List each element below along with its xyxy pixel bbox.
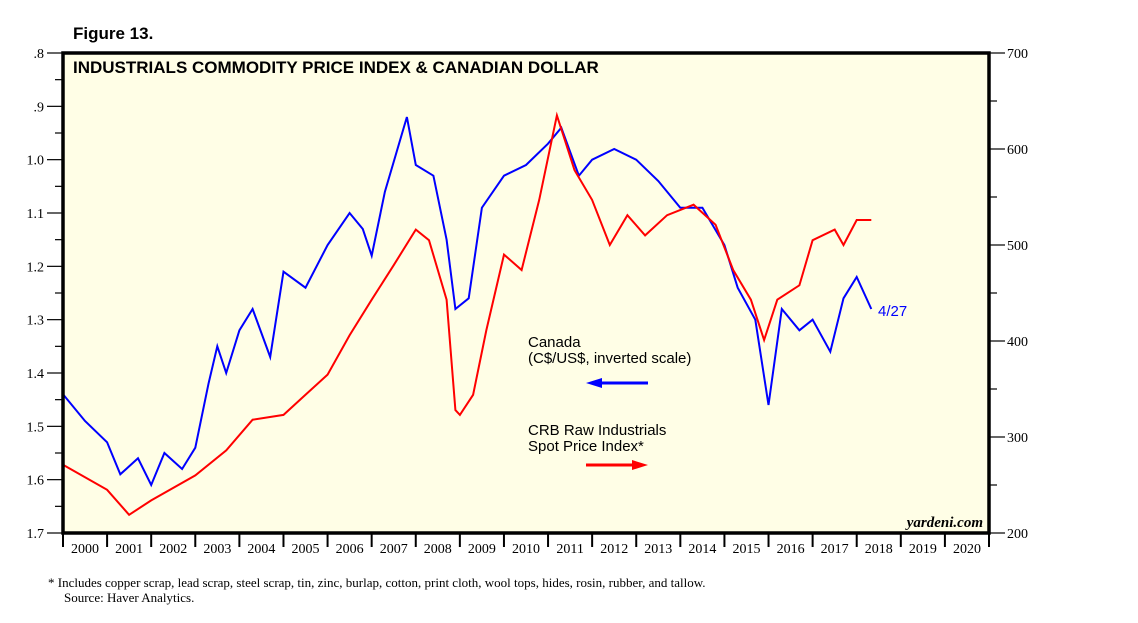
left-tick-label: 1.3: [27, 314, 45, 329]
legend-canada-sublabel: (C$/US$, inverted scale): [528, 350, 691, 367]
right-tick-label: 200: [1007, 527, 1028, 542]
x-tick-label: 2015: [732, 542, 760, 557]
legend-crb: CRB Raw Industrials Spot Price Index*: [528, 422, 666, 470]
plot-frame: [61, 51, 991, 535]
source-note: Source: Haver Analytics.: [64, 590, 194, 605]
left-tick-label: 1.0: [27, 154, 45, 169]
legend-crb-sublabel: Spot Price Index*: [528, 438, 644, 455]
end-date-label: 4/27: [878, 303, 907, 320]
x-tick-label: 2013: [644, 542, 672, 557]
right-tick-label: 600: [1007, 143, 1028, 158]
x-tick-label: 2010: [512, 542, 540, 557]
figure-label: Figure 13.: [73, 24, 153, 43]
legend-crb-label: CRB Raw Industrials: [528, 422, 666, 439]
left-tick-label: .9: [34, 100, 45, 115]
left-tick-label: 1.7: [27, 527, 45, 542]
x-tick-label: 2009: [468, 542, 496, 557]
right-axis: 200 300 400 500 600 700: [989, 47, 1028, 542]
x-tick-label: 2005: [292, 542, 320, 557]
series-line-canada: [62, 116, 873, 488]
right-tick-label: 300: [1007, 431, 1028, 446]
x-tick-label: 2003: [203, 542, 231, 557]
right-tick-label: 400: [1007, 335, 1028, 350]
x-tick-label: 2016: [777, 542, 805, 557]
footnote: * Includes copper scrap, lead scrap, ste…: [48, 575, 705, 590]
chart-title: INDUSTRIALS COMMODITY PRICE INDEX & CANA…: [73, 58, 599, 77]
arrow-left-icon: [586, 378, 648, 388]
x-tick-label: 2002: [159, 542, 187, 557]
brand-watermark: yardeni.com: [905, 515, 983, 531]
x-tick-label: 2020: [953, 542, 981, 557]
x-tick-label: 2012: [600, 542, 628, 557]
x-tick-label: 2008: [424, 542, 452, 557]
x-tick-label: 2007: [380, 542, 408, 557]
series-line-crb: [62, 111, 872, 517]
right-tick-label: 500: [1007, 239, 1028, 254]
x-tick-label: 2004: [247, 542, 275, 557]
x-tick-label: 2018: [865, 542, 893, 557]
x-tick-label: 2011: [556, 542, 583, 557]
plot-area: [63, 53, 989, 533]
x-tick-label: 2019: [909, 542, 937, 557]
left-tick-label: 1.1: [27, 207, 45, 222]
x-tick-label: 2014: [688, 542, 716, 557]
legend-canada-label: Canada: [528, 334, 581, 351]
left-tick-label: 1.6: [27, 474, 45, 489]
left-tick-label: 1.2: [27, 260, 45, 275]
legend-canada: Canada (C$/US$, inverted scale): [528, 334, 691, 388]
right-tick-label: 700: [1007, 47, 1028, 62]
left-tick-label: 1.5: [27, 420, 45, 435]
x-tick-label: 2006: [336, 542, 364, 557]
left-axis: .8 .9 1.0 1.1 1.2 1.3 1.4 1.5 1.6 1.7: [27, 47, 63, 542]
x-tick-label: 2017: [821, 542, 849, 557]
left-tick-label: 1.4: [27, 367, 45, 382]
x-axis: 2000 2001 2002 2003 2004 2005 2006 2007 2008 2009…: [62, 533, 990, 557]
left-tick-label: .8: [34, 47, 45, 62]
arrow-right-icon: [586, 460, 648, 470]
x-tick-label: 2000: [71, 542, 99, 557]
x-tick-label: 2001: [115, 542, 143, 557]
